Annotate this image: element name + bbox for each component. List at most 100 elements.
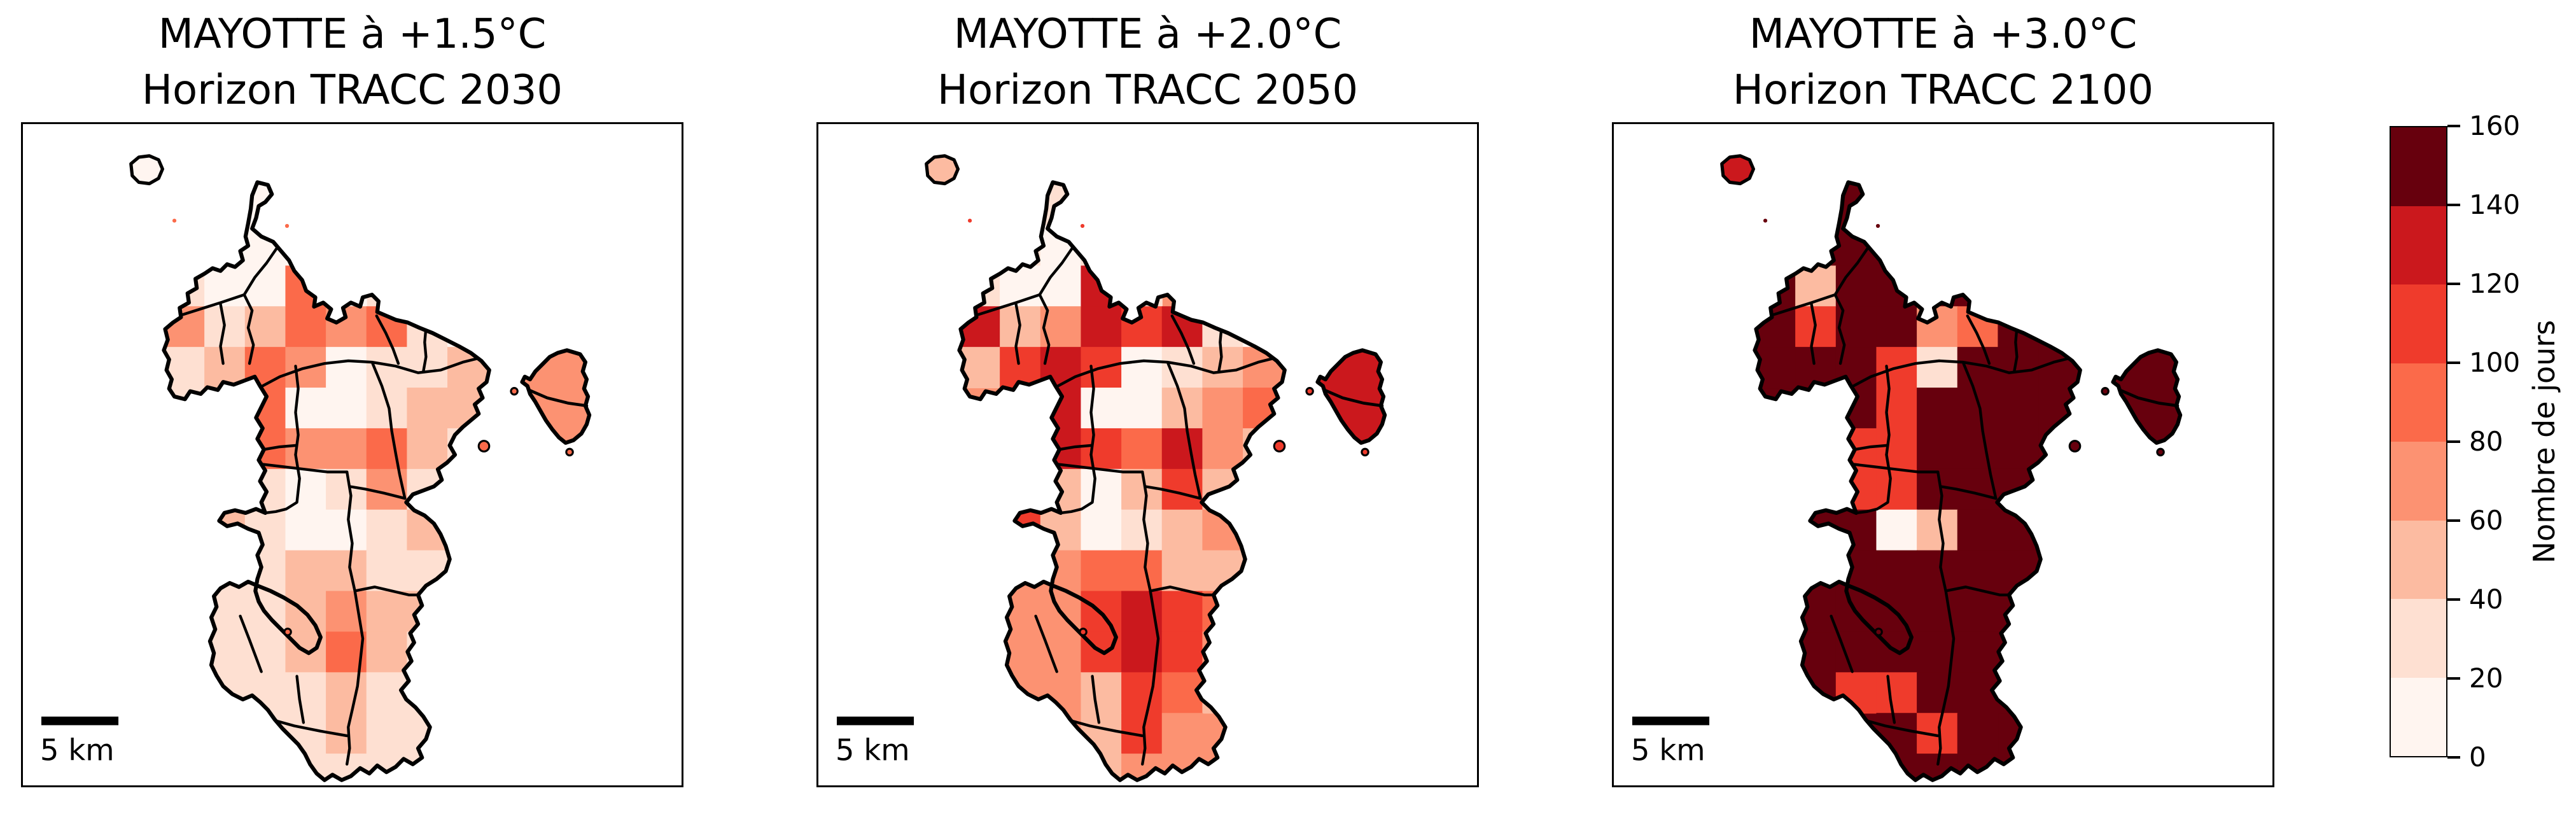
commune-boundary — [1089, 365, 1095, 456]
raster-cell — [244, 265, 286, 307]
raster-cell — [1121, 428, 1163, 470]
colorbar-segment — [2391, 127, 2446, 206]
commune-boundary — [1849, 462, 1940, 474]
raster-cell — [244, 631, 286, 673]
raster-cell — [1081, 672, 1123, 714]
raster-cell — [1202, 591, 1244, 633]
commune-boundary — [1853, 444, 1888, 451]
island-outline — [957, 180, 1287, 782]
small-islet — [1874, 628, 1883, 636]
panel-1-title: MAYOTTE à +1.5°C Horizon TRACC 2030 — [21, 6, 683, 118]
raster-cell — [1081, 468, 1123, 510]
raster-cell — [1081, 713, 1123, 755]
small-islet — [565, 447, 574, 457]
scale-bar — [1632, 716, 1710, 726]
raster-cell — [1202, 347, 1244, 389]
raster-cell — [1081, 428, 1123, 470]
petite-terre — [1315, 348, 1387, 445]
small-islet — [1361, 447, 1369, 457]
raster-cell — [1957, 509, 1999, 551]
raster-cell — [1795, 591, 1837, 633]
raster-cell — [959, 265, 1001, 307]
map-panel-2: 5 km — [816, 122, 1479, 787]
commune-boundary — [964, 293, 1041, 320]
raster-cell — [204, 225, 246, 267]
raster-cell — [366, 306, 408, 348]
commune-boundary — [1939, 485, 1998, 500]
raster-cell — [1161, 591, 1203, 633]
panel-1-title-line1: MAYOTTE à +1.5°C — [158, 11, 547, 58]
map-svg-3: 5 km — [1631, 154, 2183, 782]
commune-boundary — [263, 453, 301, 515]
raster-cell — [326, 672, 367, 714]
raster-cell — [285, 225, 327, 267]
raster-cell — [1121, 388, 1163, 429]
raster-cell — [1795, 225, 1837, 267]
raster-cell — [366, 631, 408, 673]
commune-boundary — [242, 244, 280, 297]
colorbar-segment — [2391, 599, 2446, 678]
map-svg-1: 5 km — [40, 154, 592, 782]
colorbar-tick-mark — [2447, 677, 2460, 680]
panel-3-title-line1: MAYOTTE à +3.0°C — [1749, 11, 2138, 58]
commune-boundary — [1849, 355, 2076, 389]
small-islet — [2156, 447, 2165, 457]
commune-boundary — [266, 717, 349, 738]
raster-cell — [1876, 306, 1918, 348]
raster-cell — [244, 225, 286, 267]
colorbar-segment — [2391, 442, 2446, 521]
raster-cell — [326, 509, 367, 551]
colorbar-tick-mark — [2447, 204, 2460, 206]
commune-boundary — [1038, 244, 1075, 297]
colorbar-axis-label: Nombre de jours — [2527, 319, 2561, 564]
commune-boundary — [258, 355, 486, 389]
colorbar-segment — [2391, 284, 2446, 363]
petite-terre-boundary — [527, 388, 589, 407]
colorbar-segment — [2391, 520, 2446, 599]
raster-cell — [1121, 550, 1163, 592]
colorbar-tick-mark — [2447, 440, 2460, 443]
mtsamboro-islet — [1720, 154, 1756, 186]
raster-cell — [1917, 347, 1958, 389]
raster-cell — [1876, 672, 1918, 714]
commune-boundary — [1058, 444, 1093, 451]
commune-boundary — [2013, 326, 2019, 373]
raster-cell — [1957, 306, 1999, 348]
raster-cell — [1000, 509, 1041, 551]
raster-cell — [1876, 388, 1918, 429]
commune-boundary — [1830, 614, 1854, 673]
island-outline — [1753, 180, 2082, 782]
colorbar-tick-mark — [2447, 519, 2460, 522]
raster-cell — [285, 713, 327, 755]
raster-cell — [1161, 509, 1203, 551]
raster-cell — [1957, 631, 1999, 673]
commune-boundary — [1054, 462, 1144, 474]
colorbar-tick-label: 140 — [2469, 189, 2521, 220]
commune-boundary — [1014, 302, 1021, 365]
small-islet — [172, 218, 177, 223]
raster-cell — [285, 306, 327, 348]
commune-boundary — [1038, 293, 1051, 365]
commune-boundary — [1886, 675, 1896, 724]
raster-cell — [1957, 550, 1999, 592]
raster-cell — [1835, 265, 1877, 307]
raster-cell — [285, 550, 327, 592]
raster-cell — [1917, 388, 1958, 429]
raster-cell — [1957, 388, 1999, 429]
raster-cell — [1161, 550, 1203, 592]
raster-cell — [1835, 631, 1877, 673]
panel-3-title: MAYOTTE à +3.0°C Horizon TRACC 2100 — [1612, 6, 2274, 118]
raster-cell — [407, 591, 449, 633]
colorbar-tick-mark — [2447, 125, 2460, 127]
small-islet — [1273, 440, 1286, 453]
commune-boundary — [422, 326, 428, 373]
raster-cell — [285, 509, 327, 551]
scale-bar-label: 5 km — [1631, 733, 1705, 768]
raster-cell — [366, 550, 408, 592]
commune-boundary — [1854, 453, 1892, 515]
commune-boundary — [219, 302, 226, 365]
commune-boundary — [1966, 314, 1991, 365]
mtsamboro-islet — [129, 154, 165, 186]
raster-cell — [1000, 388, 1041, 429]
